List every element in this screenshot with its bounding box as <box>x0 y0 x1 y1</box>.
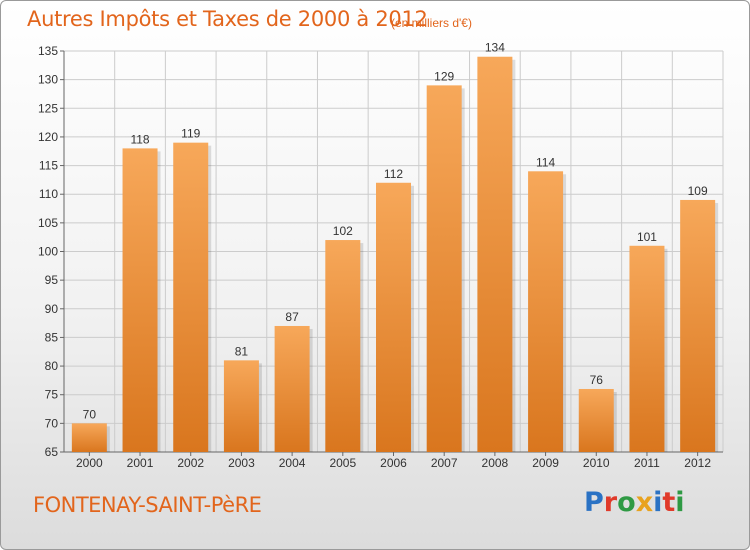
y-tick-label: 85 <box>45 330 59 344</box>
value-label: 101 <box>637 230 657 244</box>
bar-2004[interactable] <box>274 325 310 452</box>
bar-2002[interactable] <box>173 142 209 452</box>
proxiti-logo[interactable]: Proxiti <box>584 487 685 518</box>
x-tick-label: 2005 <box>329 456 356 470</box>
value-label: 114 <box>536 155 555 169</box>
value-label: 81 <box>235 344 249 358</box>
y-tick-label: 120 <box>38 130 58 144</box>
value-label: 70 <box>83 407 97 421</box>
x-tick-label: 2001 <box>127 456 154 470</box>
logo-letter: r <box>603 487 618 518</box>
y-tick-label: 70 <box>45 416 59 430</box>
bar-2012[interactable] <box>680 199 716 452</box>
logo-letter: P <box>584 487 604 518</box>
value-label: 129 <box>434 69 454 83</box>
logo-letter: i <box>653 487 663 518</box>
value-label: 118 <box>130 132 149 146</box>
y-tick-label: 110 <box>39 187 58 201</box>
y-tick-label: 100 <box>38 245 58 259</box>
value-label: 112 <box>384 167 403 181</box>
bar-2006[interactable] <box>376 182 411 452</box>
value-label: 76 <box>590 373 604 387</box>
y-tick-label: 130 <box>38 73 58 87</box>
x-tick-label: 2002 <box>177 456 204 470</box>
bar-2001[interactable] <box>122 148 158 452</box>
chart-subtitle: (en milliers d'€) <box>391 16 472 30</box>
x-tick-label: 2010 <box>583 456 610 470</box>
bars <box>71 56 719 453</box>
bar-2008[interactable] <box>477 56 513 452</box>
logo-letter: o <box>617 487 636 518</box>
x-tick-label: 2003 <box>228 456 255 470</box>
value-label: 87 <box>285 310 299 324</box>
logo-letter: t <box>662 487 676 518</box>
value-label: 109 <box>688 184 708 198</box>
y-tick-label: 80 <box>45 359 59 373</box>
y-tick-label: 105 <box>38 216 58 230</box>
bar-2011[interactable] <box>629 245 665 452</box>
bar-2010[interactable] <box>578 388 614 452</box>
x-tick-label: 2012 <box>684 456 711 470</box>
x-tick-label: 2004 <box>279 456 306 470</box>
bar-2005[interactable] <box>325 240 361 452</box>
bar-2003[interactable] <box>223 360 259 452</box>
y-tick-label: 75 <box>45 388 59 402</box>
value-label: 102 <box>333 224 353 238</box>
x-tick-label: 2006 <box>380 456 407 470</box>
place-name: FONTENAY-SAINT-PèRE <box>33 493 262 517</box>
y-tick-label: 115 <box>39 159 58 173</box>
bar-2007[interactable] <box>426 85 462 452</box>
x-tick-label: 2009 <box>532 456 559 470</box>
bar-2000[interactable] <box>71 423 107 452</box>
x-tick-label: 2008 <box>482 456 509 470</box>
logo-letter: i <box>675 487 685 518</box>
labels: 65 70 75 80 85 90 95 100 105 110 115 120 125 130 135 70… <box>38 41 711 470</box>
y-tick-label: 95 <box>45 273 59 287</box>
y-tick-label: 125 <box>38 101 58 115</box>
value-label: 134 <box>485 41 505 55</box>
x-tick-label: 2000 <box>76 456 103 470</box>
logo-letter: x <box>635 487 654 518</box>
x-tick-label: 2007 <box>431 456 458 470</box>
chart-title: Autres Impôts et Taxes de 2000 à 2012 <box>27 7 428 31</box>
value-label: 119 <box>181 127 200 141</box>
y-tick-label: 90 <box>45 302 59 316</box>
x-tick-label: 2011 <box>634 456 660 470</box>
y-tick-label: 135 <box>38 44 58 58</box>
y-tick-label: 65 <box>45 445 59 459</box>
bar-2009[interactable] <box>528 171 564 453</box>
